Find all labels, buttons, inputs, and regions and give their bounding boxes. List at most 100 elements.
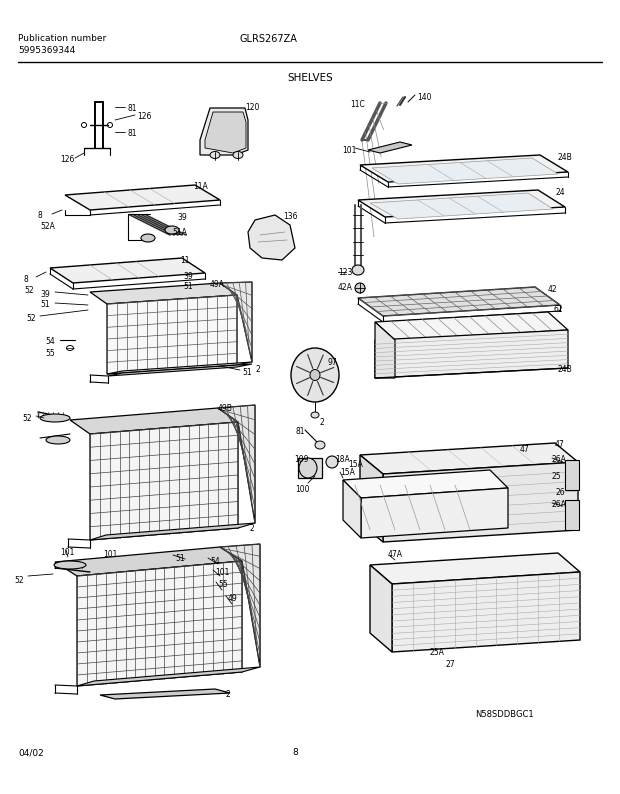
Polygon shape [343, 470, 508, 498]
Polygon shape [200, 108, 248, 155]
Text: 42A: 42A [338, 283, 353, 292]
Ellipse shape [310, 369, 320, 380]
Text: 51: 51 [242, 368, 252, 377]
Text: 42: 42 [548, 285, 557, 294]
Bar [565, 460, 579, 490]
Text: 52: 52 [24, 286, 33, 295]
Ellipse shape [54, 561, 86, 569]
Text: Publication number: Publication number [18, 34, 106, 43]
Ellipse shape [233, 152, 243, 159]
Polygon shape [107, 362, 252, 374]
Ellipse shape [165, 226, 179, 234]
Ellipse shape [291, 348, 339, 402]
Text: 39: 39 [40, 290, 50, 299]
Polygon shape [100, 689, 230, 699]
Polygon shape [218, 405, 255, 523]
Text: 5995369344: 5995369344 [18, 46, 75, 55]
Text: 8: 8 [24, 275, 29, 284]
Polygon shape [358, 190, 565, 217]
Text: 52: 52 [14, 576, 24, 585]
Text: 39: 39 [177, 213, 187, 222]
Polygon shape [205, 112, 246, 153]
Text: 52: 52 [22, 414, 32, 423]
Text: GLRS267ZA: GLRS267ZA [240, 34, 298, 44]
Text: 81: 81 [127, 129, 136, 138]
Text: 51: 51 [40, 300, 50, 309]
Text: 11A: 11A [193, 182, 208, 191]
Text: 101: 101 [215, 568, 229, 577]
Polygon shape [375, 322, 395, 378]
Polygon shape [90, 523, 255, 540]
Text: 81: 81 [296, 427, 306, 436]
Polygon shape [383, 462, 578, 542]
Ellipse shape [326, 456, 338, 468]
Ellipse shape [352, 265, 364, 275]
Text: 140: 140 [417, 93, 432, 102]
Text: 26A: 26A [552, 500, 567, 509]
Text: 52A: 52A [40, 222, 55, 231]
Polygon shape [220, 282, 252, 362]
Polygon shape [248, 215, 295, 260]
Polygon shape [50, 258, 205, 283]
Text: 101: 101 [103, 550, 117, 559]
Text: 47: 47 [555, 440, 565, 449]
Polygon shape [77, 561, 242, 686]
Polygon shape [55, 547, 242, 576]
Polygon shape [108, 364, 252, 376]
Text: 101: 101 [342, 146, 356, 155]
Text: 54: 54 [210, 557, 219, 566]
Text: 2: 2 [225, 690, 230, 699]
Ellipse shape [40, 414, 70, 422]
Polygon shape [107, 295, 237, 374]
Text: 101: 101 [60, 548, 74, 557]
Ellipse shape [311, 412, 319, 418]
Text: 47: 47 [520, 445, 529, 454]
Text: 47A: 47A [388, 550, 403, 559]
Bar [298, 458, 322, 478]
Ellipse shape [141, 234, 155, 242]
Text: 15A: 15A [348, 460, 363, 469]
Text: 51A: 51A [172, 228, 187, 237]
Text: 54: 54 [45, 337, 55, 346]
Text: 25: 25 [552, 472, 562, 481]
Text: 49: 49 [228, 594, 237, 603]
Polygon shape [375, 312, 568, 340]
Polygon shape [370, 553, 580, 584]
Text: 11C: 11C [350, 100, 365, 109]
Text: N58SDDBGC1: N58SDDBGC1 [475, 710, 534, 719]
Polygon shape [70, 408, 238, 434]
Text: 26A: 26A [552, 455, 567, 464]
Polygon shape [360, 155, 568, 182]
Polygon shape [375, 330, 568, 378]
Ellipse shape [46, 436, 70, 444]
Text: SHELVES: SHELVES [287, 73, 333, 83]
Bar [565, 500, 579, 530]
Polygon shape [90, 283, 237, 304]
Polygon shape [368, 142, 412, 153]
Text: 81: 81 [127, 104, 136, 113]
Text: 26: 26 [555, 488, 565, 497]
Text: 126: 126 [60, 155, 74, 164]
Text: 120: 120 [245, 103, 259, 112]
Text: 49B: 49B [218, 404, 233, 413]
Text: 24B: 24B [558, 153, 573, 162]
Text: 52: 52 [26, 314, 35, 323]
Polygon shape [360, 443, 578, 474]
Polygon shape [358, 287, 560, 316]
Text: 2: 2 [255, 365, 260, 374]
Text: 51: 51 [175, 554, 185, 563]
Polygon shape [361, 488, 508, 538]
Text: 97: 97 [328, 358, 338, 367]
Text: 55: 55 [45, 349, 55, 358]
Polygon shape [77, 667, 260, 686]
Text: 49A: 49A [210, 280, 225, 289]
Text: 24B: 24B [558, 365, 573, 374]
Polygon shape [65, 185, 220, 210]
Text: 04/02: 04/02 [18, 748, 44, 757]
Polygon shape [392, 572, 580, 652]
Text: 123: 123 [338, 268, 352, 277]
Text: 55: 55 [218, 580, 228, 589]
Ellipse shape [315, 441, 325, 449]
Text: 109: 109 [294, 455, 309, 464]
Polygon shape [220, 544, 260, 667]
